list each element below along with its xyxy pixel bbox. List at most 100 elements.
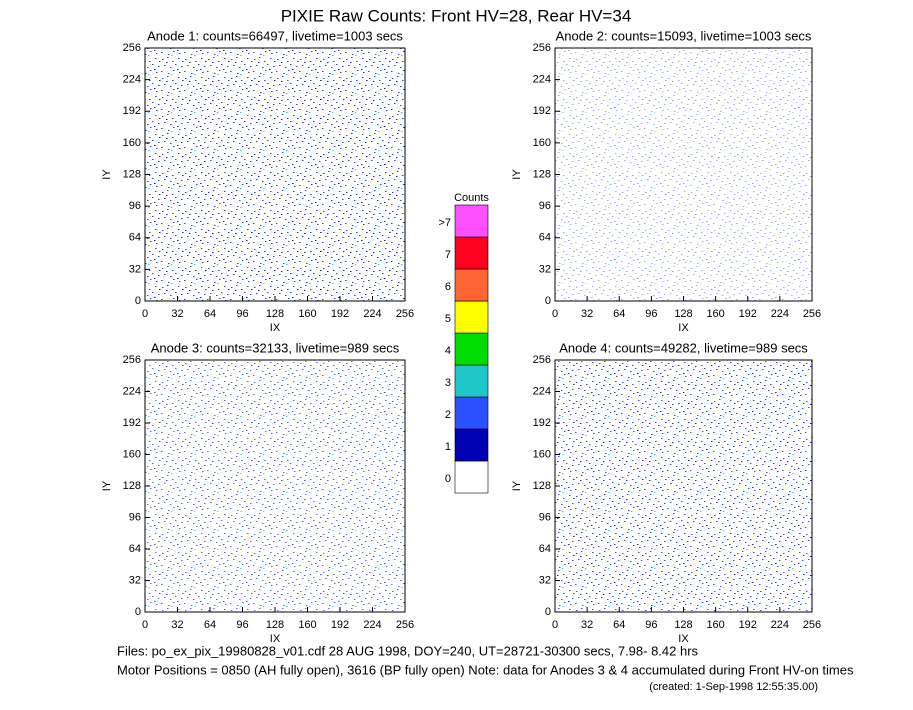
colorbar-label: 3 bbox=[445, 377, 451, 389]
footer-files: Files: po_ex_pix_19980828_v01.cdf 28 AUG… bbox=[117, 643, 699, 658]
colorbar-swatch bbox=[454, 396, 489, 430]
x-tick-label: 192 bbox=[331, 619, 349, 631]
x-axis-label: IX bbox=[678, 633, 689, 645]
x-tick-label: 32 bbox=[171, 308, 183, 320]
y-axis-label: IY bbox=[101, 169, 113, 180]
colorbar-swatch bbox=[454, 332, 489, 366]
y-tick-label: 128 bbox=[533, 168, 551, 180]
heatmap-texture bbox=[145, 48, 405, 301]
colorbar-label: 5 bbox=[445, 313, 451, 325]
colorbar-label: 4 bbox=[445, 345, 451, 357]
y-tick-label: 192 bbox=[533, 105, 551, 117]
colorbar-label: >7 bbox=[438, 217, 451, 229]
colorbar-swatch bbox=[454, 236, 489, 270]
x-tick-label: 0 bbox=[552, 619, 558, 631]
panel-title: Anode 4: counts=49282, livetime=989 secs bbox=[559, 340, 808, 355]
y-tick-label: 64 bbox=[129, 232, 141, 244]
y-axis-label: IY bbox=[101, 480, 113, 491]
colorbar-swatch bbox=[454, 204, 489, 238]
x-tick-label: 256 bbox=[396, 308, 414, 320]
panel-title: Anode 2: counts=15093, livetime=1003 sec… bbox=[556, 28, 812, 43]
x-tick-label: 160 bbox=[298, 619, 316, 631]
x-tick-label: 64 bbox=[204, 308, 216, 320]
figure-title: PIXIE Raw Counts: Front HV=28, Rear HV=3… bbox=[281, 6, 632, 25]
y-tick-label: 96 bbox=[129, 511, 141, 523]
y-tick-label: 96 bbox=[129, 200, 141, 212]
x-tick-label: 96 bbox=[645, 619, 657, 631]
y-tick-label: 192 bbox=[123, 417, 141, 429]
y-tick-label: 32 bbox=[129, 574, 141, 586]
heatmap-texture bbox=[555, 48, 812, 301]
x-tick-label: 224 bbox=[363, 619, 381, 631]
x-axis-label: IX bbox=[270, 322, 281, 334]
y-tick-label: 160 bbox=[533, 448, 551, 460]
y-tick-label: 160 bbox=[123, 448, 141, 460]
x-tick-label: 32 bbox=[581, 619, 593, 631]
x-tick-label: 128 bbox=[266, 619, 284, 631]
panel-title: Anode 3: counts=32133, livetime=989 secs bbox=[151, 340, 400, 355]
y-tick-label: 0 bbox=[135, 606, 141, 618]
x-tick-label: 0 bbox=[142, 308, 148, 320]
panel-title: Anode 1: counts=66497, livetime=1003 sec… bbox=[147, 28, 403, 43]
footer-motor: Motor Positions = 0850 (AH fully open), … bbox=[117, 662, 854, 677]
y-tick-label: 128 bbox=[123, 168, 141, 180]
x-axis-label: IX bbox=[678, 322, 689, 334]
x-tick-label: 192 bbox=[331, 308, 349, 320]
x-tick-label: 192 bbox=[739, 619, 757, 631]
x-tick-label: 160 bbox=[298, 308, 316, 320]
y-tick-label: 256 bbox=[533, 42, 551, 54]
y-tick-label: 256 bbox=[123, 354, 141, 366]
x-tick-label: 128 bbox=[674, 308, 692, 320]
x-tick-label: 64 bbox=[204, 619, 216, 631]
y-tick-label: 256 bbox=[533, 354, 551, 366]
y-tick-label: 192 bbox=[123, 105, 141, 117]
y-tick-label: 128 bbox=[533, 480, 551, 492]
x-tick-label: 96 bbox=[645, 308, 657, 320]
y-axis-label: IY bbox=[511, 169, 523, 180]
x-tick-label: 224 bbox=[771, 619, 789, 631]
y-tick-label: 64 bbox=[129, 543, 141, 555]
x-tick-label: 64 bbox=[613, 308, 625, 320]
x-tick-label: 0 bbox=[142, 619, 148, 631]
y-tick-label: 64 bbox=[539, 232, 551, 244]
y-tick-label: 0 bbox=[135, 295, 141, 307]
x-tick-label: 32 bbox=[171, 619, 183, 631]
x-axis-label: IX bbox=[270, 633, 281, 645]
colorbar-label: 1 bbox=[445, 441, 451, 453]
y-tick-label: 128 bbox=[123, 480, 141, 492]
y-tick-label: 192 bbox=[533, 417, 551, 429]
x-tick-label: 192 bbox=[739, 308, 757, 320]
x-tick-label: 160 bbox=[706, 308, 724, 320]
colorbar-label: 7 bbox=[445, 249, 451, 261]
y-tick-label: 96 bbox=[539, 511, 551, 523]
colorbar-swatch bbox=[454, 364, 489, 398]
y-tick-label: 64 bbox=[539, 543, 551, 555]
x-tick-label: 96 bbox=[236, 308, 248, 320]
y-tick-label: 224 bbox=[533, 74, 551, 86]
heatmap-texture bbox=[555, 360, 812, 612]
colorbar-title: Counts bbox=[454, 192, 489, 204]
y-tick-label: 32 bbox=[539, 263, 551, 275]
colorbar-swatch bbox=[454, 268, 489, 302]
colorbar-swatch bbox=[454, 428, 489, 462]
colorbar-swatch bbox=[454, 460, 489, 494]
x-tick-label: 128 bbox=[674, 619, 692, 631]
y-tick-label: 160 bbox=[123, 137, 141, 149]
x-tick-label: 256 bbox=[803, 308, 821, 320]
x-tick-label: 64 bbox=[613, 619, 625, 631]
y-tick-label: 224 bbox=[533, 385, 551, 397]
y-tick-label: 256 bbox=[123, 42, 141, 54]
y-tick-label: 32 bbox=[129, 263, 141, 275]
x-tick-label: 128 bbox=[266, 308, 284, 320]
x-tick-label: 32 bbox=[581, 308, 593, 320]
footer-created: (created: 1-Sep-1998 12:55:35.00) bbox=[649, 681, 818, 693]
heatmap-texture bbox=[145, 360, 405, 612]
y-tick-label: 96 bbox=[539, 200, 551, 212]
colorbar-label: 0 bbox=[445, 473, 451, 485]
x-tick-label: 256 bbox=[803, 619, 821, 631]
x-tick-label: 256 bbox=[396, 619, 414, 631]
colorbar-label: 6 bbox=[445, 281, 451, 293]
y-tick-label: 0 bbox=[545, 606, 551, 618]
y-tick-label: 0 bbox=[545, 295, 551, 307]
